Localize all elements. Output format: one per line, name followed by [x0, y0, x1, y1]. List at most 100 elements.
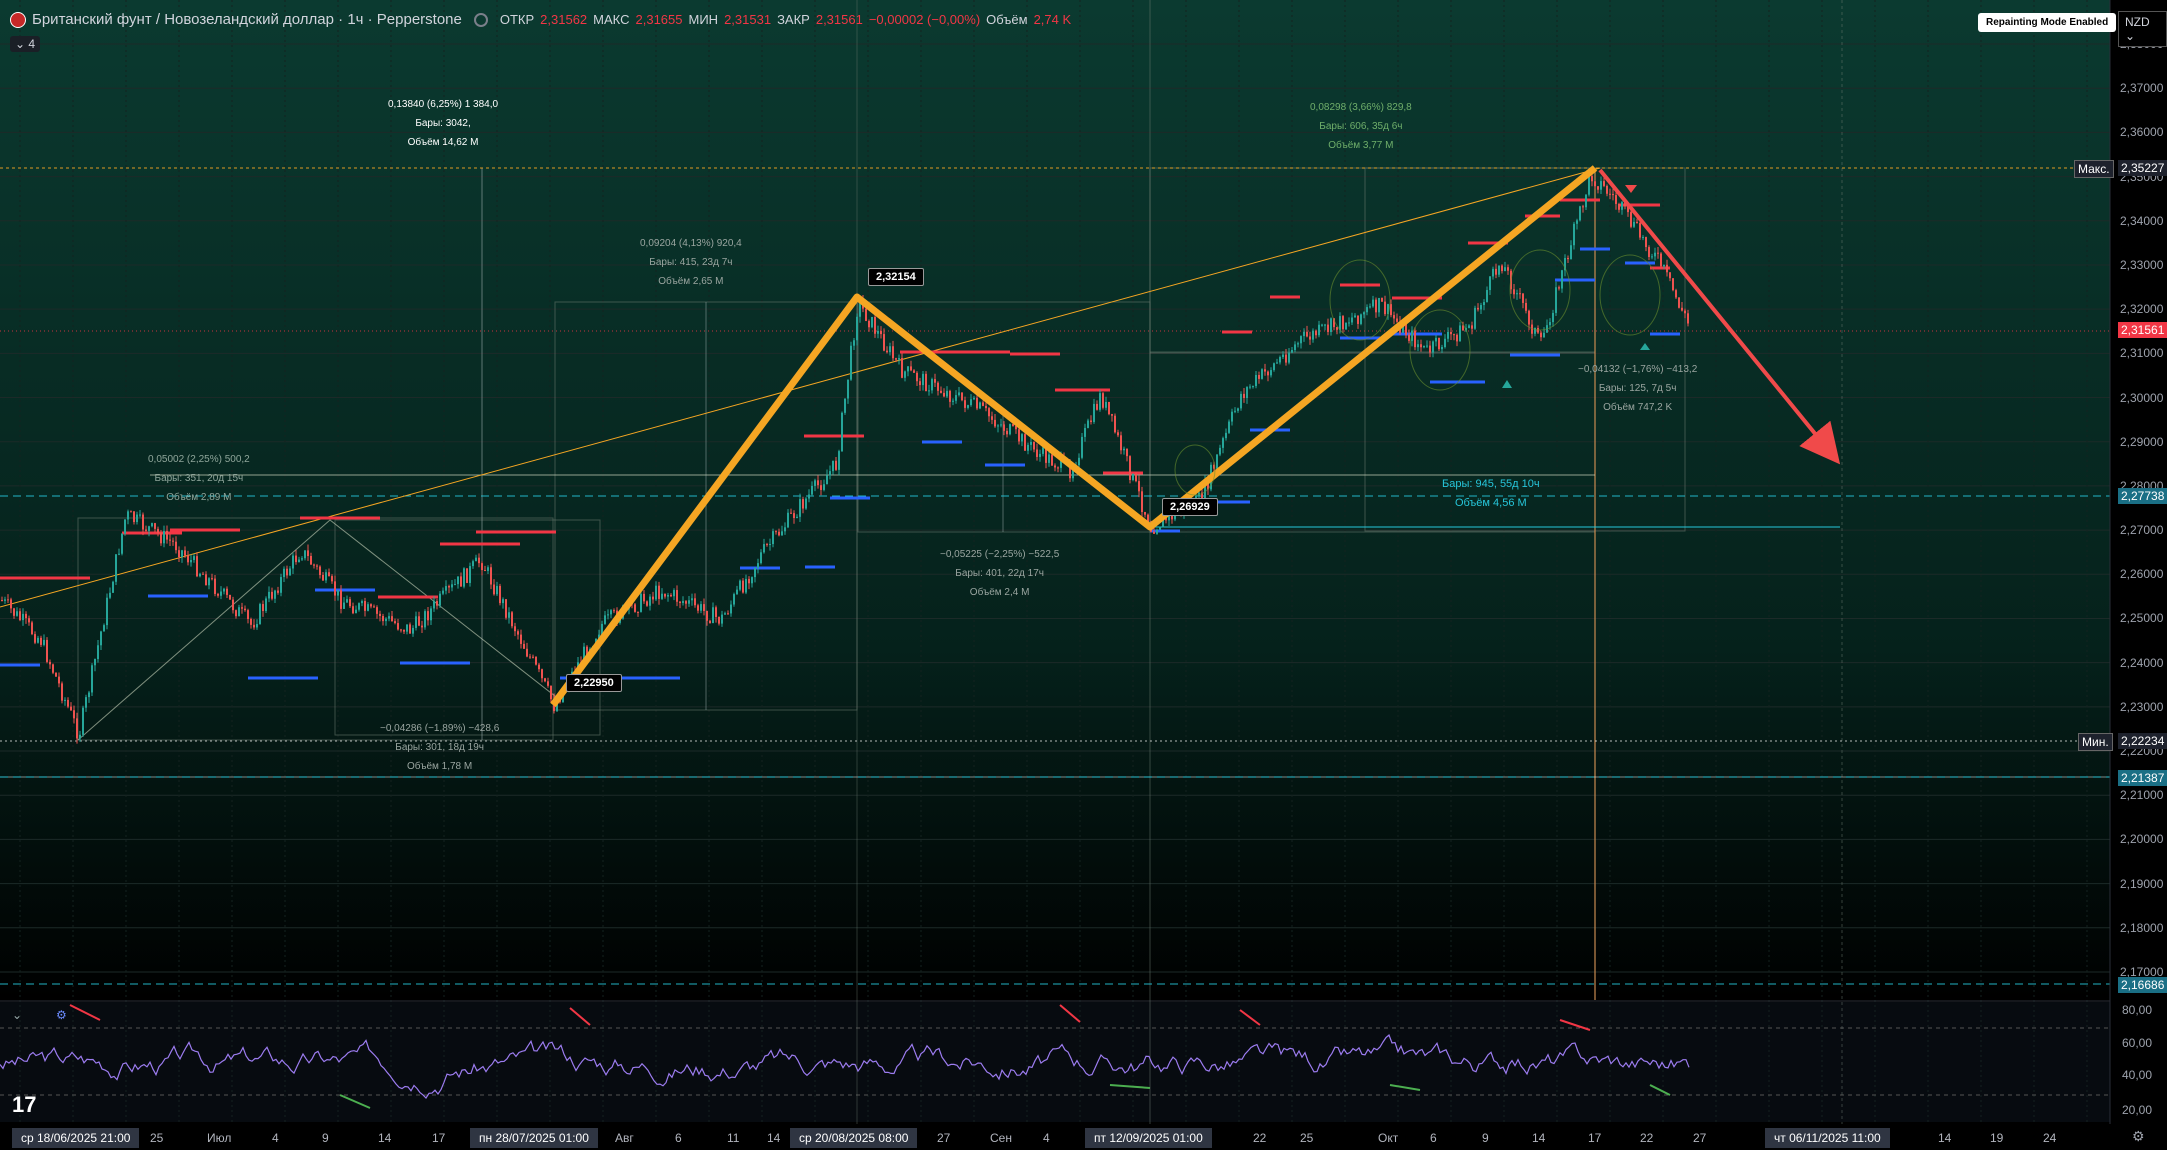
time-tick: 4 [1043, 1131, 1050, 1145]
rsi-divergence [1389, 1084, 1421, 1091]
price-tick: 2,34000 [2120, 213, 2164, 228]
indicator-count: 4 [28, 37, 36, 51]
close-value: 2,31561 [815, 12, 863, 27]
time-crosshair-label: чт 06/11/2025 11:00 [1765, 1128, 1890, 1148]
settings-gear-icon[interactable]: ⚙ [2132, 1128, 2145, 1144]
rsi-pane-background [0, 1002, 2110, 1122]
price-tick: 2,24000 [2120, 655, 2164, 670]
high-value: 2,31655 [635, 12, 683, 27]
last-price-badge: 2,31561 [2118, 322, 2167, 338]
chart-header: Британский фунт / Новозеландский доллар … [0, 0, 2060, 52]
time-tick: 14 [767, 1131, 781, 1145]
price-tick: 2,25000 [2120, 611, 2164, 626]
close-label: ЗАКР [777, 12, 810, 27]
currency-select[interactable]: NZD ⌄ [2118, 11, 2167, 47]
time-tick: Июл [207, 1131, 232, 1145]
teal-level-2-badge: 2,21387 [2118, 770, 2167, 786]
chevron-down-icon: ⌄ [2125, 29, 2136, 43]
teal-level-1-badge: 2,27738 [2118, 488, 2167, 504]
rsi-divergence [569, 1007, 591, 1026]
rsi-divergence [1649, 1084, 1671, 1096]
measure-label-1: 0,13840 (6,25%) 1 384,0 Бары: 3042, Объём … [388, 99, 499, 148]
time-tick: 6 [675, 1131, 682, 1145]
rsi-indicator [0, 1004, 1690, 1109]
price-tick: 2,18000 [2120, 920, 2164, 935]
max-label: Макс. [2074, 160, 2114, 178]
rsi-line [0, 1033, 1690, 1099]
time-tick: 19 [1990, 1131, 2004, 1145]
time-crosshair-label: ср 20/08/2025 08:00 [790, 1128, 918, 1148]
time-tick: 14 [1938, 1131, 1952, 1145]
time-tick: 25 [1300, 1131, 1314, 1145]
chevron-down-icon: ⌄ [15, 37, 26, 51]
change-value: −0,00002 (−0,00%) [868, 12, 981, 27]
time-tick: 17 [1588, 1131, 1602, 1145]
price-tick: 2,30000 [2120, 390, 2164, 405]
measure-label-5: −0,05225 (−2,25%) −522,5 Бары: 401, 22д 1… [940, 549, 1060, 598]
rsi-axis: 80,00 60,00 40,00 20,00 [2112, 1000, 2167, 1124]
indicators-toggle-button[interactable]: ⌄ 4 [10, 36, 41, 52]
tradingview-logo: 17 [12, 1092, 37, 1117]
rsi-tick: 20,00 [2122, 1103, 2153, 1117]
time-tick: 27 [1693, 1131, 1707, 1145]
time-tick: Авг [615, 1131, 634, 1145]
rsi-divergence [1559, 1019, 1591, 1031]
price-tick: 2,29000 [2120, 434, 2164, 449]
pivot-low-tag: 2,22950 [566, 674, 622, 692]
time-crosshair-label: пт 12/09/2025 01:00 [1085, 1128, 1212, 1148]
forecast-arrow [1598, 168, 1841, 465]
time-tick: 25 [150, 1131, 164, 1145]
price-tick: 2,31000 [2120, 346, 2164, 361]
price-tick: 2,32000 [2120, 302, 2164, 317]
rsi-divergence [69, 1004, 101, 1021]
time-tick: 11 [727, 1131, 740, 1145]
rsi-tick: 60,00 [2122, 1036, 2153, 1050]
price-tick: 2,20000 [2120, 832, 2164, 847]
teal-level-3-badge: 2,16686 [2118, 977, 2167, 993]
symbol-title[interactable]: Британский фунт / Новозеландский доллар … [32, 11, 462, 28]
time-tick: 17 [432, 1131, 446, 1145]
max-value-badge: 2,35227 [2118, 160, 2167, 176]
repaint-badge: Repainting Mode Enabled [1978, 13, 2117, 32]
measure-label-3: 0,08298 (3,66%) 829,8 Бары: 606, 35д 6ч Об… [1310, 102, 1412, 151]
grid [0, 0, 2110, 1124]
signal-up-arrow [1640, 343, 1650, 350]
price-tick: 2,23000 [2120, 699, 2164, 714]
chart-background [0, 0, 2110, 1000]
signal-down-arrow [1625, 185, 1637, 193]
time-tick: 22 [1253, 1131, 1267, 1145]
zigzag-line [550, 165, 1598, 708]
symbol-flag-icon [10, 11, 26, 28]
volume-value: 2,74 K [1033, 12, 1072, 27]
time-tick: 22 [1640, 1131, 1654, 1145]
pivot-mid-tag: 2,26929 [1162, 498, 1218, 516]
min-label: Мин. [2078, 733, 2113, 751]
rsi-collapse-icon[interactable]: ⌄ [12, 1008, 23, 1022]
low-label: МИН [688, 12, 719, 27]
open-value: 2,31562 [540, 12, 588, 27]
rsi-divergence [1109, 1084, 1151, 1089]
time-tick: 27 [937, 1131, 951, 1145]
price-tick: 2,27000 [2120, 523, 2164, 538]
measure-label-8: Бары: 945, 55д 10ч Объём 4,56 M [1442, 478, 1540, 509]
min-value-badge: 2,22234 [2118, 733, 2167, 749]
measure-label-6: −0,04286 (−1,89%) −428,6 Бары: 301, 18д 1… [380, 723, 500, 772]
price-tick: 2,37000 [2120, 81, 2164, 96]
rsi-settings-icon[interactable]: ⚙ [56, 1008, 67, 1022]
time-tick: 9 [322, 1131, 329, 1145]
rsi-divergence [339, 1094, 371, 1109]
market-status-icon [473, 12, 488, 27]
rsi-tick: 40,00 [2122, 1068, 2153, 1082]
price-tick: 2,26000 [2120, 567, 2164, 582]
time-tick: Окт [1378, 1131, 1399, 1145]
time-axis[interactable]: 25Июл491417224Авг6111427Сен492225Окт6914… [0, 1124, 2167, 1150]
open-label: ОТКР [499, 12, 535, 27]
time-tick: Сен [990, 1131, 1012, 1145]
low-value: 2,31531 [724, 12, 772, 27]
time-tick: 14 [378, 1131, 392, 1145]
sr-levels [0, 198, 1680, 680]
measure-label-7: −0,04132 (−1,76%) −413,2 Бары: 125, 7д 5ч… [1578, 364, 1698, 413]
time-tick: 9 [1482, 1131, 1489, 1145]
time-tick: 24 [2043, 1131, 2057, 1145]
